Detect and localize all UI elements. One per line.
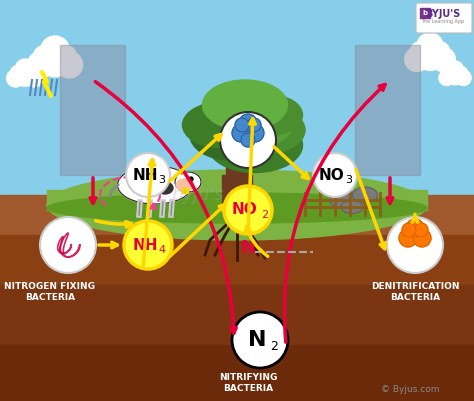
- Text: 4: 4: [158, 245, 165, 255]
- Circle shape: [405, 47, 429, 71]
- Text: NITRIFYING
BACTERIA: NITRIFYING BACTERIA: [219, 373, 277, 393]
- FancyBboxPatch shape: [416, 3, 472, 33]
- Text: NH: NH: [132, 237, 158, 253]
- Circle shape: [38, 43, 72, 77]
- Text: 2: 2: [270, 340, 278, 352]
- Ellipse shape: [47, 193, 427, 223]
- Circle shape: [40, 217, 96, 273]
- Text: DENITRIFICATION
BACTERIA: DENITRIFICATION BACTERIA: [371, 282, 459, 302]
- Ellipse shape: [137, 172, 159, 188]
- Circle shape: [442, 67, 455, 79]
- Circle shape: [189, 177, 193, 181]
- Text: NH: NH: [132, 168, 158, 182]
- Ellipse shape: [353, 187, 377, 203]
- Text: N: N: [248, 330, 266, 350]
- Circle shape: [239, 114, 257, 132]
- Circle shape: [124, 221, 172, 269]
- Circle shape: [455, 67, 467, 79]
- Text: NO: NO: [319, 168, 345, 182]
- Circle shape: [414, 223, 428, 237]
- Ellipse shape: [47, 170, 427, 240]
- Text: byju's.com: byju's.com: [172, 186, 268, 204]
- Circle shape: [26, 69, 44, 87]
- Bar: [222, 175, 252, 210]
- Ellipse shape: [235, 107, 305, 152]
- Bar: [420, 8, 430, 18]
- Text: b: b: [422, 10, 428, 16]
- Circle shape: [232, 312, 288, 368]
- Circle shape: [415, 40, 446, 71]
- Text: NITROGEN FIXING
BACTERIA: NITROGEN FIXING BACTERIA: [4, 282, 95, 302]
- Bar: [0, 235, 474, 285]
- Ellipse shape: [118, 166, 192, 204]
- Text: BYJU'S: BYJU'S: [425, 9, 461, 19]
- Bar: [0, 0, 474, 210]
- Bar: [0, 195, 474, 235]
- Circle shape: [313, 153, 357, 197]
- Circle shape: [235, 118, 249, 132]
- Circle shape: [402, 223, 416, 237]
- Circle shape: [55, 46, 77, 67]
- Bar: [226, 155, 248, 215]
- Bar: [60, 45, 125, 175]
- Circle shape: [10, 65, 25, 80]
- Ellipse shape: [157, 182, 173, 194]
- Ellipse shape: [182, 103, 257, 148]
- Circle shape: [413, 229, 431, 247]
- Bar: [0, 345, 474, 401]
- Ellipse shape: [176, 179, 194, 191]
- Circle shape: [439, 70, 454, 85]
- Bar: [182, 188, 188, 193]
- Circle shape: [431, 47, 456, 71]
- Circle shape: [56, 52, 82, 78]
- Circle shape: [246, 124, 264, 142]
- Circle shape: [406, 219, 424, 237]
- Text: © Byjus.com: © Byjus.com: [382, 385, 440, 394]
- Bar: [47, 190, 427, 210]
- Circle shape: [247, 118, 261, 132]
- Circle shape: [14, 64, 36, 86]
- Circle shape: [232, 124, 250, 142]
- Circle shape: [445, 65, 465, 85]
- Text: 3: 3: [158, 175, 165, 185]
- Circle shape: [126, 153, 170, 197]
- Ellipse shape: [341, 200, 363, 213]
- Ellipse shape: [190, 110, 270, 160]
- Ellipse shape: [202, 80, 288, 130]
- Ellipse shape: [330, 191, 360, 209]
- Text: NO: NO: [232, 203, 258, 217]
- Circle shape: [387, 217, 443, 273]
- Circle shape: [399, 229, 417, 247]
- Circle shape: [430, 42, 450, 62]
- Text: 3: 3: [345, 175, 352, 185]
- Circle shape: [220, 112, 276, 168]
- Circle shape: [447, 61, 464, 78]
- Circle shape: [456, 70, 471, 85]
- Circle shape: [417, 33, 443, 59]
- Circle shape: [33, 46, 55, 67]
- Circle shape: [241, 133, 255, 147]
- Circle shape: [15, 59, 35, 78]
- Ellipse shape: [195, 90, 295, 150]
- Circle shape: [27, 52, 54, 78]
- Text: 2: 2: [261, 210, 268, 220]
- Text: The Learning App: The Learning App: [421, 20, 465, 24]
- Ellipse shape: [136, 186, 148, 194]
- Circle shape: [41, 36, 69, 65]
- Circle shape: [25, 65, 39, 80]
- Ellipse shape: [208, 117, 302, 172]
- Ellipse shape: [237, 95, 302, 135]
- Bar: [355, 45, 420, 175]
- Circle shape: [224, 186, 272, 234]
- Ellipse shape: [177, 172, 185, 178]
- Circle shape: [410, 42, 430, 62]
- Ellipse shape: [175, 172, 201, 192]
- Text: N: N: [240, 239, 255, 257]
- Bar: [0, 285, 474, 345]
- Circle shape: [7, 69, 24, 87]
